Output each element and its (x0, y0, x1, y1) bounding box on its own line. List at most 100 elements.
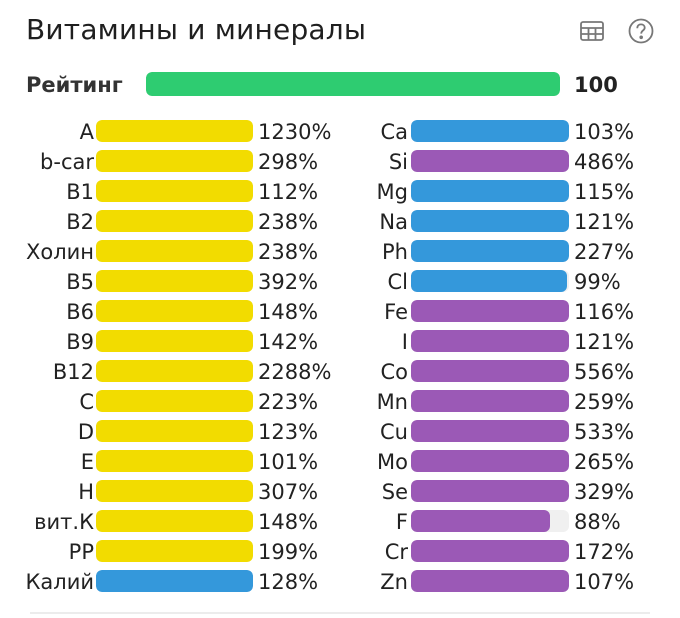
mineral-percent: 121% (574, 330, 635, 354)
mineral-bar-fill (411, 270, 568, 292)
mineral-bar (411, 360, 569, 382)
vitamin-row: D 123% (0, 418, 340, 448)
mineral-bar (411, 540, 569, 562)
mineral-percent: 115% (574, 180, 635, 204)
mineral-bar (411, 240, 569, 262)
vitamin-label: Калий (25, 570, 95, 594)
mineral-bar-fill (411, 360, 569, 382)
mineral-label: Na (379, 210, 408, 234)
mineral-bar (411, 180, 569, 202)
mineral-percent: 259% (574, 390, 635, 414)
vitamin-label: E (80, 450, 94, 474)
vitamin-bar (96, 210, 253, 232)
mineral-row: F 88% (340, 508, 680, 538)
vitamin-row: Холин 238% (0, 238, 340, 268)
vitamin-row: B6 148% (0, 298, 340, 328)
vitamin-bar (96, 180, 253, 202)
mineral-row: Cl 99% (340, 268, 680, 298)
vitamin-bar-fill (96, 450, 253, 472)
page-title: Витамины и минералы (26, 13, 367, 46)
mineral-percent: 103% (574, 120, 635, 144)
vitamin-bar (96, 390, 253, 412)
vitamin-label: C (79, 390, 94, 414)
mineral-percent: 121% (574, 210, 635, 234)
vitamin-label: b-car (40, 150, 94, 174)
vitamin-label: A (79, 120, 94, 144)
vitamin-bar-fill (96, 330, 253, 352)
vitamin-row: E 101% (0, 448, 340, 478)
mineral-percent: 172% (574, 540, 635, 564)
mineral-bar-fill (411, 240, 569, 262)
vitamin-label: B9 (66, 330, 94, 354)
vitamin-bar (96, 360, 253, 382)
mineral-row: Cu 533% (340, 418, 680, 448)
vitamin-bar (96, 450, 253, 472)
vitamin-bar (96, 570, 253, 592)
mineral-row: Co 556% (340, 358, 680, 388)
vitamin-bar (96, 240, 253, 262)
mineral-label: Ph (382, 240, 408, 264)
vitamin-bar-fill (96, 540, 253, 562)
vitamin-percent: 298% (258, 150, 319, 174)
vitamin-label: Холин (25, 240, 94, 264)
mineral-bar (411, 270, 569, 292)
mineral-bar-fill (411, 210, 569, 232)
vitamin-row: C 223% (0, 388, 340, 418)
mineral-percent: 265% (574, 450, 635, 474)
vitamin-bar-fill (96, 150, 253, 172)
vitamin-percent: 392% (258, 270, 319, 294)
vitamin-label: B6 (66, 300, 94, 324)
table-icon[interactable] (577, 16, 607, 46)
mineral-bar (411, 480, 569, 502)
vitamin-bar (96, 150, 253, 172)
vitamin-row: B9 142% (0, 328, 340, 358)
vitamin-label: B1 (66, 180, 94, 204)
vitamin-label: B5 (66, 270, 94, 294)
mineral-row: I 121% (340, 328, 680, 358)
divider (30, 612, 650, 614)
help-icon[interactable] (626, 16, 656, 46)
vitamin-bar (96, 540, 253, 562)
mineral-row: Cr 172% (340, 538, 680, 568)
mineral-bar (411, 120, 569, 142)
vitamin-row: B2 238% (0, 208, 340, 238)
mineral-bar-fill (411, 330, 569, 352)
mineral-row: Zn 107% (340, 568, 680, 598)
mineral-label: Mg (376, 180, 408, 204)
vitamin-bar-fill (96, 480, 253, 502)
rating-label: Рейтинг (26, 73, 123, 97)
mineral-row: Si 486% (340, 148, 680, 178)
mineral-row: Fe 116% (340, 298, 680, 328)
mineral-percent: 116% (574, 300, 635, 324)
vitamin-row: вит.К 148% (0, 508, 340, 538)
vitamin-bar (96, 330, 253, 352)
vitamin-percent: 148% (258, 300, 319, 324)
vitamin-percent: 142% (258, 330, 319, 354)
vitamin-label: вит.К (34, 510, 94, 534)
vitamin-row: PP 199% (0, 538, 340, 568)
vitamin-percent: 148% (258, 510, 319, 534)
mineral-label: Fe (384, 300, 408, 324)
mineral-label: Cu (380, 420, 408, 444)
rating-row: Рейтинг 100 (26, 70, 656, 100)
mineral-percent: 88% (574, 510, 621, 534)
mineral-bar (411, 330, 569, 352)
vitamin-row: A 1230% (0, 118, 340, 148)
vitamin-percent: 112% (258, 180, 319, 204)
mineral-row: Mn 259% (340, 388, 680, 418)
mineral-bar-fill (411, 480, 569, 502)
vitamin-row: H 307% (0, 478, 340, 508)
mineral-bar-fill (411, 300, 569, 322)
vitamin-row: B12 2288% (0, 358, 340, 388)
vitamin-bar-fill (96, 570, 253, 592)
mineral-bar-fill (411, 180, 569, 202)
vitamin-row: B5 392% (0, 268, 340, 298)
mineral-label: Se (381, 480, 408, 504)
mineral-label: Ca (380, 120, 408, 144)
mineral-bar (411, 390, 569, 412)
mineral-bar-fill (411, 570, 569, 592)
vitamin-percent: 223% (258, 390, 319, 414)
mineral-bar-fill (411, 420, 569, 442)
mineral-bar (411, 210, 569, 232)
vitamin-label: B12 (52, 360, 94, 384)
